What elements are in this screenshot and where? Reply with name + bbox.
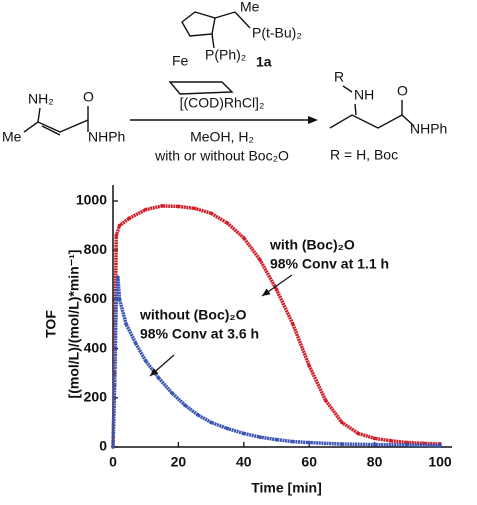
annotation-arrow-head	[150, 368, 159, 376]
cp-ring	[181, 11, 216, 37]
data-point	[372, 436, 377, 441]
y-tick-label: 800	[84, 241, 108, 257]
data-point	[438, 443, 442, 448]
data-point	[340, 420, 344, 425]
annotation: 98% Conv at 3.6 h	[140, 326, 259, 342]
data-point	[124, 322, 128, 326]
x-tick-label: 80	[367, 454, 383, 470]
data-point	[225, 221, 230, 225]
data-point	[116, 275, 120, 280]
data-point	[143, 207, 148, 212]
conditions: MeOH, H₂	[190, 129, 254, 145]
product-r: R	[334, 69, 344, 85]
data-point	[209, 211, 213, 216]
data-point	[340, 442, 344, 446]
reaction-scheme: Me P(t-Bu)₂ Fe P(Ph)₂ 1a [(COD)RhCl]₂ Me…	[2, 0, 447, 164]
catalyst: [(COD)RhCl]₂	[180, 95, 265, 111]
ligand-fe: Fe	[172, 53, 189, 69]
data-point	[170, 391, 174, 395]
y-tick-label: 400	[84, 339, 108, 355]
x-tick-label: 60	[301, 454, 317, 470]
plot: 0 200 400 600 800 1000 0 20 40 60 80 100 Time [min] T…	[43, 185, 452, 496]
bond	[214, 11, 236, 19]
series-trace	[111, 277, 441, 448]
substrate-me: Me	[2, 129, 22, 145]
bond	[41, 125, 61, 136]
annotation: 98% Conv at 1.1 h	[270, 256, 389, 272]
data-point	[134, 341, 138, 346]
ligand-label: 1a	[256, 54, 272, 70]
annotation-arrow-head	[262, 288, 271, 296]
ligand-me: Me	[240, 0, 260, 15]
data-point	[160, 204, 164, 208]
product-nh: NH	[354, 87, 374, 103]
data-point	[127, 216, 132, 221]
data-point	[274, 287, 279, 292]
y-tick-label: 200	[84, 389, 108, 405]
x-tick-label: 40	[236, 454, 252, 470]
data-point	[323, 398, 328, 403]
x-tick-label: 0	[109, 454, 117, 470]
substrate-nhph: NHPh	[88, 129, 125, 145]
data-point	[183, 403, 187, 407]
data-point	[209, 420, 213, 425]
substrate-nh2: NH₂	[28, 91, 54, 107]
data-point	[114, 297, 119, 302]
x-tick-label: 20	[171, 454, 187, 470]
data-point	[242, 431, 246, 436]
wedge	[354, 103, 357, 116]
data-point	[307, 364, 312, 368]
data-point	[307, 440, 312, 445]
data-point	[372, 442, 377, 447]
y-tick-label: 600	[84, 290, 108, 306]
product-rdef: R = H, Boc	[330, 147, 398, 163]
data-point	[389, 439, 393, 443]
substrate-o: O	[83, 89, 94, 105]
data-point	[176, 204, 181, 209]
bonds	[329, 114, 415, 129]
data-point	[156, 376, 161, 380]
y-tick-label: 1000	[76, 192, 107, 208]
data-point	[192, 206, 197, 211]
data-point	[258, 435, 262, 439]
series-trace	[111, 204, 441, 448]
annotation: without (Boc)₂O	[139, 307, 247, 323]
data-point	[225, 426, 230, 431]
data-point	[242, 236, 246, 240]
data-point	[405, 443, 410, 447]
annotation: with (Boc)₂O	[269, 237, 355, 253]
data-point	[196, 413, 200, 417]
data-point	[117, 297, 122, 302]
y-axis-label: TOF	[43, 310, 59, 338]
data-point	[291, 439, 295, 444]
data-point	[117, 223, 122, 228]
bond	[234, 11, 251, 29]
data-point	[112, 383, 117, 388]
additive: with or without Boc₂O	[154, 148, 289, 164]
bonds	[23, 106, 89, 133]
x-tick-label: 100	[428, 454, 452, 470]
cp-ring	[168, 81, 234, 95]
data-point	[274, 437, 279, 442]
data-point	[356, 431, 361, 436]
y-tick-label: 0	[99, 438, 107, 454]
data-point	[291, 322, 295, 326]
data-point	[258, 258, 262, 262]
product-nhph: NHPh	[410, 121, 447, 137]
data-point	[111, 445, 115, 449]
ligand-ptbu: P(t-Bu)₂	[252, 25, 302, 41]
bond	[37, 107, 41, 123]
bond	[342, 85, 353, 93]
ligand-pph: P(Ph)₂	[205, 47, 246, 63]
data-point	[143, 359, 148, 363]
y-axis-label: [(mol/L)/(mol/L)*min⁻¹]	[66, 250, 82, 399]
data-point	[114, 233, 119, 238]
bond	[211, 33, 215, 49]
x-axis-label: Time [min]	[251, 480, 322, 496]
arrow-head	[308, 116, 318, 124]
product-o: O	[397, 83, 408, 99]
